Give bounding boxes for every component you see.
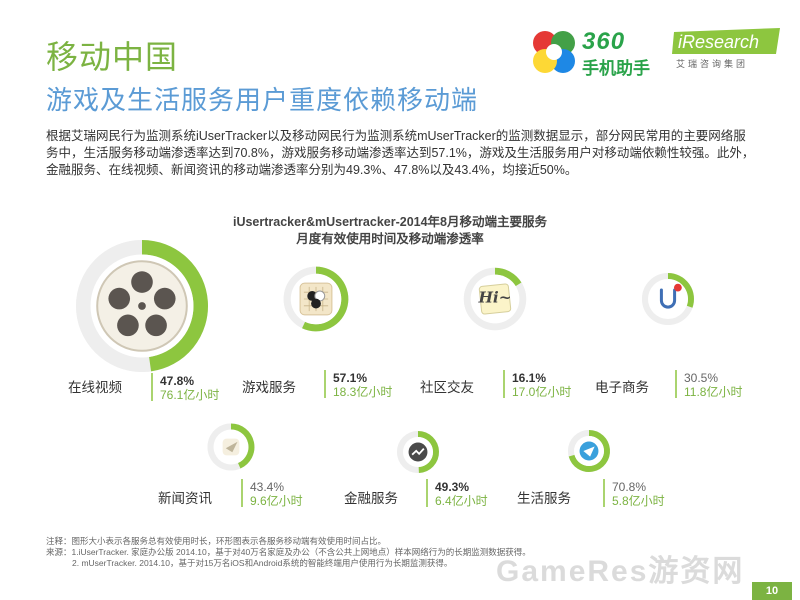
- penetration-value: 57.1%: [333, 371, 367, 385]
- service-bubble-7: 生活服务 70.8%5.8亿小时: [517, 430, 665, 508]
- pinwheel-logo-icon: [533, 31, 575, 73]
- category-label: 电子商务: [595, 380, 649, 395]
- usage-hours-value: 18.3亿小时: [333, 384, 392, 399]
- note-line-3: 2. mUserTracker. 2014.10，基于对15万名iOS和Andr…: [72, 558, 453, 568]
- hi-sticky-note-icon: Hi~: [477, 283, 512, 315]
- logo-assistant-text: 手机助手: [582, 59, 650, 78]
- watermark: GameRes游资网: [496, 555, 745, 588]
- page-number: 10: [752, 582, 792, 600]
- ring-arc-游戏服务: [302, 266, 349, 332]
- category-label: 生活服务: [517, 491, 571, 506]
- usage-hours-value: 5.8亿小时: [612, 493, 665, 508]
- body-paragraph: 根据艾瑞网民行为监测系统iUserTracker以及移动网民行为监测系统mUse…: [46, 129, 755, 177]
- service-bubble-3: Hi~ 社区交友 16.1%17.0亿小时: [420, 267, 571, 399]
- logo-360-text: 360: [582, 28, 626, 55]
- usage-hours-value: 9.6亿小时: [250, 493, 303, 508]
- usage-hours-value: 17.0亿小时: [512, 384, 571, 399]
- ring-arc-金融服务: [417, 431, 439, 473]
- page-subtitle: 游戏及生活服务用户重度依赖移动端: [46, 85, 479, 115]
- penetration-value: 30.5%: [684, 371, 718, 385]
- service-bubble-5: 新闻资讯 43.4%9.6亿小时: [158, 423, 303, 508]
- penetration-value: 49.3%: [435, 480, 469, 494]
- ring-arc-社区交友: [494, 267, 522, 287]
- ring-arc-在线视频: [141, 240, 208, 372]
- service-bubble-6: 金融服务 49.3%6.4亿小时: [344, 431, 488, 508]
- footnotes: 注释：图形大小表示各服务总有效使用时长，环形图表示各服务移动端有效使用时间占比。…: [46, 536, 531, 569]
- iresearch-banner-icon: [672, 28, 780, 54]
- usage-hours-value: 11.8亿小时: [684, 384, 742, 399]
- penetration-value: 47.8%: [160, 374, 194, 388]
- usage-hours-value: 76.1亿小时: [160, 387, 219, 402]
- category-label: 游戏服务: [242, 380, 296, 395]
- paper-plane-icon: [222, 438, 240, 456]
- penetration-value: 70.8%: [612, 480, 646, 494]
- film-reel-icon: [96, 260, 188, 352]
- ring-arc-电子商务: [667, 273, 694, 308]
- send-arrow-icon: [579, 441, 599, 461]
- go-board-icon: [299, 282, 333, 316]
- ring-arc-生活服务: [568, 430, 610, 472]
- penetration-value: 43.4%: [250, 480, 284, 494]
- note-line-1: 注释：图形大小表示各服务总有效使用时长，环形图表示各服务移动端有效使用时间占比。: [46, 536, 387, 546]
- penetration-value: 16.1%: [512, 371, 546, 385]
- chart-title-line2: 月度有效使用时间及移动端渗透率: [296, 232, 484, 246]
- chart-title: iUsertracker&mUsertracker-2014年8月移动端主要服务…: [200, 214, 580, 248]
- ring-arc-新闻资讯: [230, 423, 255, 469]
- usage-hours-value: 6.4亿小时: [435, 493, 488, 508]
- svg-text:Hi~: Hi~: [477, 289, 511, 307]
- logo-360-assistant: 360 手机助手: [528, 26, 668, 80]
- note-line-2: 来源：1.iUserTracker. 家庭办公版 2014.10，基于对40万名…: [46, 547, 531, 557]
- category-label: 社区交友: [420, 379, 474, 395]
- iresearch-text: iResearch: [678, 32, 760, 52]
- page-title: 移动中国: [46, 39, 179, 75]
- trend-line-icon: [408, 442, 428, 462]
- service-bubble-2: 游戏服务 57.1%18.3亿小时: [242, 266, 392, 399]
- chart-title-line1: iUsertracker&mUsertracker-2014年8月移动端主要服务: [232, 215, 548, 229]
- magnet-icon: [659, 283, 682, 309]
- service-bubble-1: 在线视频 47.8%76.1亿小时: [68, 239, 219, 402]
- service-bubble-4: 电子商务 30.5%11.8亿小时: [595, 273, 742, 399]
- logo-iresearch: iResearch 艾瑞咨询集团: [672, 24, 782, 74]
- category-label: 在线视频: [68, 380, 122, 395]
- iresearch-cn-text: 艾瑞咨询集团: [676, 59, 749, 69]
- bubble-inner: [648, 279, 688, 319]
- category-label: 新闻资讯: [158, 491, 212, 506]
- category-label: 金融服务: [344, 491, 398, 506]
